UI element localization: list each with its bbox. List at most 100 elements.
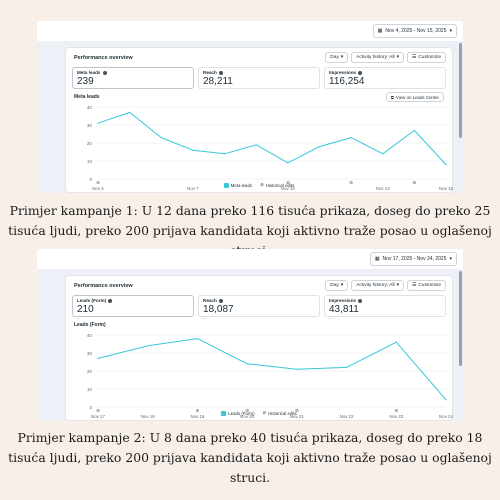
caption-campaign-2: Primjer kampanje 2: U 8 dana preko 40 ti… [8,430,492,485]
metric-reach[interactable]: Reach 28,211 [198,67,320,89]
info-icon[interactable] [358,298,363,303]
metric-sub: -- [203,315,206,320]
metrics-row: Leads (Form) 210 -- Reach 18,087 -- Impr… [72,295,446,320]
data-point [97,122,99,124]
data-point [246,363,248,365]
edit-marker-icon: ⊘ [245,409,249,414]
day-dropdown[interactable]: Day ▾ [325,280,349,291]
performance-card: Performance overview Day ▾ Activity histo… [65,275,454,421]
x-tick-label: Nov 7 [187,186,199,191]
info-icon[interactable] [218,70,223,75]
view-button-label: View on Leads Center [395,94,439,100]
y-tick-label: 40 [87,105,93,110]
metric-label: Impressions [329,298,357,303]
metric-value: 210 [77,304,94,315]
legend-edits[interactable]: ⊘ Historical edits [263,410,297,416]
y-tick-label: 30 [87,123,93,128]
controls: Day ▾ Activity history: All ▾ ☰ Customize [325,280,446,291]
legend-series-label: Meta leads [230,182,253,188]
x-tick-label: Nov 24 [439,414,453,419]
metric-meta-leads[interactable]: Meta leads 239 [72,67,194,89]
series-line [97,338,447,401]
edit-marker-icon: ⊘ [195,409,199,414]
scrollbar[interactable] [459,271,462,366]
metric-reach[interactable]: Reach 18,087 -- [198,295,320,320]
top-bar: ▦ Nov 4, 2025 - Nov 15, 2025 ▾ [37,21,463,41]
controls: Day ▾ Activity history: All ▾ ☰ Customize [325,52,446,63]
customize-button[interactable]: ☰ Customize [407,280,446,291]
x-tick-label: Nov 10 [281,186,295,191]
data-point [196,338,199,340]
data-point [395,341,397,343]
date-range-label: Nov 4, 2025 - Nov 15, 2025 [385,28,447,34]
view-leads-center-button[interactable]: ⧉ View on Leads Center [385,92,444,102]
customize-label: Customize [418,283,441,288]
metric-value: 18,087 [203,304,234,315]
screenshot-campaign-1: ▦ Nov 4, 2025 - Nov 15, 2025 ▾ Performan… [37,21,463,193]
customize-button[interactable]: ☰ Customize [407,52,446,63]
y-tick-label: 0 [89,177,92,182]
legend-series[interactable]: Meta leads [223,182,253,188]
calendar-icon: ▦ [377,28,383,34]
chart-title: Meta leads [74,94,100,100]
top-bar: ▦ Nov 17, 2025 - Nov 24, 2025 ▾ [37,249,463,269]
metric-impressions[interactable]: Impressions 43,811 -- [324,295,446,320]
sliders-icon: ☰ [412,55,417,60]
edit-marker-icon: ⊘ [96,409,100,414]
caret-down-icon: ▾ [396,55,400,60]
info-icon[interactable] [108,298,113,303]
x-tick-label: Nov 23 [389,414,403,419]
y-tick-label: 30 [87,351,93,356]
metric-leads-form[interactable]: Leads (Form) 210 -- [72,295,194,320]
day-dropdown[interactable]: Day ▾ [325,52,349,63]
x-tick-label: Nov 20 [240,414,254,419]
chart-legend: Leads (Form) ⊘ Historical edits [66,410,452,416]
x-tick-label: Nov 4 [92,186,104,191]
data-point [97,357,99,359]
x-tick-label: Nov 18 [141,414,155,419]
info-icon[interactable] [218,298,223,303]
info-icon[interactable] [358,70,363,75]
sliders-icon: ☰ [412,283,417,288]
data-point [160,137,162,139]
x-tick-label: Nov 22 [340,414,354,419]
day-label: Day [330,55,339,60]
metric-label: Meta leads [77,70,101,75]
metric-sub: -- [329,315,332,320]
data-point [287,162,289,164]
data-point [223,153,226,155]
activity-label: Activity history: All [356,283,395,288]
chart-legend: Meta leads ⊘ Historical edits [66,182,452,188]
info-icon[interactable] [102,70,107,75]
edit-marker-icon: ⊘ [295,409,299,414]
data-point [129,111,131,113]
metrics-row: Meta leads 239 Reach 28,211 Impressions … [72,67,446,89]
activity-history-dropdown[interactable]: Activity history: All ▾ [351,52,405,63]
scrollbar[interactable] [459,43,462,138]
edit-marker-icon: ⊘ [394,409,398,414]
legend-edits[interactable]: ⊘ Historical edits [260,182,294,188]
activity-history-dropdown[interactable]: Activity history: All ▾ [351,280,405,291]
x-tick-label: Nov 19 [190,414,204,419]
x-tick-label: Nov 15 [439,186,453,191]
performance-card: Performance overview Day ▾ Activity histo… [65,47,454,193]
date-range-picker[interactable]: ▦ Nov 4, 2025 - Nov 15, 2025 ▾ [372,24,457,38]
data-point [147,345,149,347]
metric-label: Leads (Form) [77,298,107,303]
date-range-picker[interactable]: ▦ Nov 17, 2025 - Nov 24, 2025 ▾ [369,252,457,266]
metric-label: Reach [203,70,217,75]
legend-series[interactable]: Leads (Form) [221,410,255,416]
line-chart: 0 10 20 30 40 Nov 17 Nov 18 Nov 19 Nov 20 Nov 21 N… [87,333,454,419]
edit-marker-icon: ⊘ [262,410,267,415]
edit-marker-icon: ⊘ [286,181,290,186]
y-tick-label: 10 [87,387,93,392]
legend-series-label: Leads (Form) [228,410,255,416]
y-tick-label: 40 [87,333,93,338]
x-tick-label: Nov 13 [376,186,390,191]
metric-label: Reach [203,298,217,303]
edit-marker-icon: ⊘ [96,181,100,186]
metric-impressions[interactable]: Impressions 116,254 [324,67,446,89]
data-point [350,137,352,139]
calendar-icon: ▦ [374,256,380,262]
